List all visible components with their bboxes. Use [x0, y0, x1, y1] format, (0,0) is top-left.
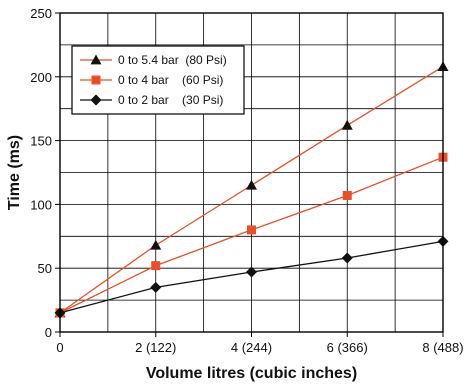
y-tick-label: 200	[30, 70, 52, 85]
triangle-marker	[90, 54, 102, 65]
square-marker	[91, 75, 101, 85]
square-marker	[247, 225, 256, 235]
y-tick-label: 0	[45, 325, 52, 340]
square-marker	[342, 190, 352, 200]
y-tick-label: 250	[30, 6, 52, 21]
y-axis-title: Time (ms)	[6, 135, 23, 210]
legend-label: 0 to 5.4 bar (80 Psi)	[118, 53, 227, 67]
x-tick-label: 8 (488)	[422, 340, 463, 355]
x-axis-ticks: 0 2 (122) 4 (244) 6 (366) 8 (488)	[56, 332, 464, 355]
triangle-marker	[341, 119, 353, 130]
x-tick-label: 6 (366)	[327, 340, 368, 355]
x-tick-label: 4 (244)	[231, 340, 272, 355]
legend-label: 0 to 2 bar (30 Psi)	[118, 93, 223, 107]
y-tick-label: 150	[30, 134, 52, 149]
grid	[60, 13, 443, 332]
y-axis-ticks: 0 50 100 150 200 250	[30, 6, 60, 340]
x-tick-label: 2 (122)	[135, 340, 176, 355]
triangle-marker	[246, 179, 257, 190]
diamond-marker	[90, 94, 102, 106]
legend: 0 to 5.4 bar (80 Psi) 0 to 4 bar (60 Psi)…	[71, 45, 245, 115]
square-marker	[151, 261, 161, 271]
x-axis-title: Volume litres (cubic inches)	[146, 365, 357, 382]
y-tick-label: 50	[38, 261, 52, 276]
legend-label: 0 to 4 bar (60 Psi)	[118, 73, 223, 87]
diamond-marker	[150, 281, 162, 293]
legend-items: 0 to 5.4 bar (80 Psi) 0 to 4 bar (60 Psi)…	[80, 53, 227, 107]
diamond-marker	[341, 252, 353, 264]
diamond-marker	[246, 266, 257, 278]
y-tick-label: 100	[30, 197, 52, 212]
x-tick-label: 0	[56, 340, 63, 355]
triangle-marker	[150, 239, 162, 250]
